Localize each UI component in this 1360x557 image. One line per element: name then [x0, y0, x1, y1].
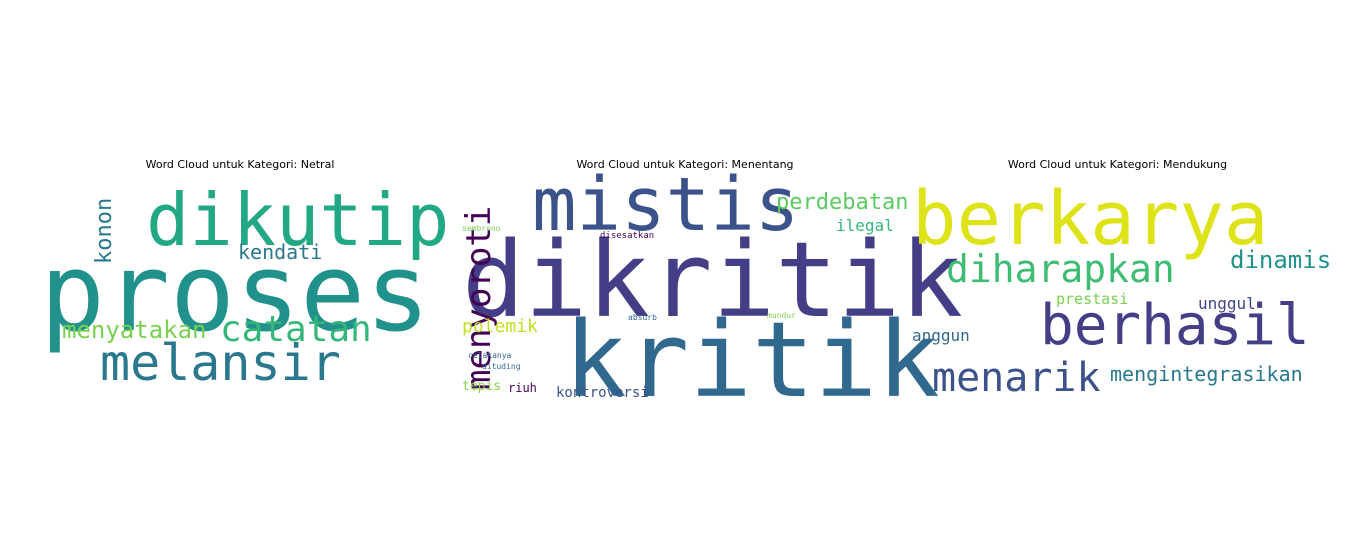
word-polemik: polemik [462, 316, 538, 337]
word-proses: proses [40, 231, 431, 356]
word-menyatakan: menyatakan [62, 316, 207, 344]
word-disesatkan: disesatkan [600, 231, 655, 241]
word-dikritik: dikritik [462, 219, 963, 341]
word-riuh: riuh [508, 381, 537, 395]
word-mengintegrasikan: mengintegrasikan [1110, 362, 1303, 386]
word-prestasi: prestasi [1056, 290, 1129, 308]
wordcloud-panel-menentang: Word Cloud untuk Kategori: Menentang dik… [459, 0, 963, 557]
word-diharapkan: diharapkan [946, 247, 1175, 291]
chart-title: Word Cloud untuk Kategori: Netral [145, 158, 335, 171]
word-tepis: tepis [462, 379, 502, 394]
wordcloud-panel-mendukung: Word Cloud untuk Kategori: Mendukung ber… [910, 0, 1331, 557]
word-konon: konon [92, 197, 117, 264]
chart-title: Word Cloud untuk Kategori: Menentang [576, 158, 794, 171]
word-catatan: catatan [220, 309, 372, 350]
word-melansir: melansir [100, 334, 341, 392]
word-dikutip: dikutip [146, 178, 450, 262]
word-sembrono: sembrono [462, 224, 501, 233]
word-berkarya: berkarya [912, 176, 1269, 262]
chart-title: Word Cloud untuk Kategori: Mendukung [1007, 158, 1228, 171]
word-anggun: anggun [912, 326, 970, 345]
word-perdebatan: perdebatan [776, 190, 909, 215]
word-unggul: unggul [1198, 294, 1256, 313]
word-ilegal: ilegal [836, 216, 894, 235]
word-dituding: dituding [482, 362, 521, 371]
word-berhasil: berhasil [1040, 293, 1310, 358]
word-celakanya: celakanya [468, 351, 512, 360]
word-dinamis: dinamis [1230, 246, 1332, 274]
word-kritik: kritik [564, 299, 940, 421]
word-mundur: mundur [767, 311, 796, 320]
word-mistis: mistis [532, 162, 800, 248]
word-absurb: absurb [628, 313, 657, 322]
word-kontroversi: kontroversi [556, 385, 649, 401]
wordcloud-panel-netral: Word Cloud untuk Kategori: Netral proses… [40, 0, 449, 557]
word-kendati: kendati [238, 240, 323, 264]
word-menarik: menarik [932, 355, 1101, 401]
